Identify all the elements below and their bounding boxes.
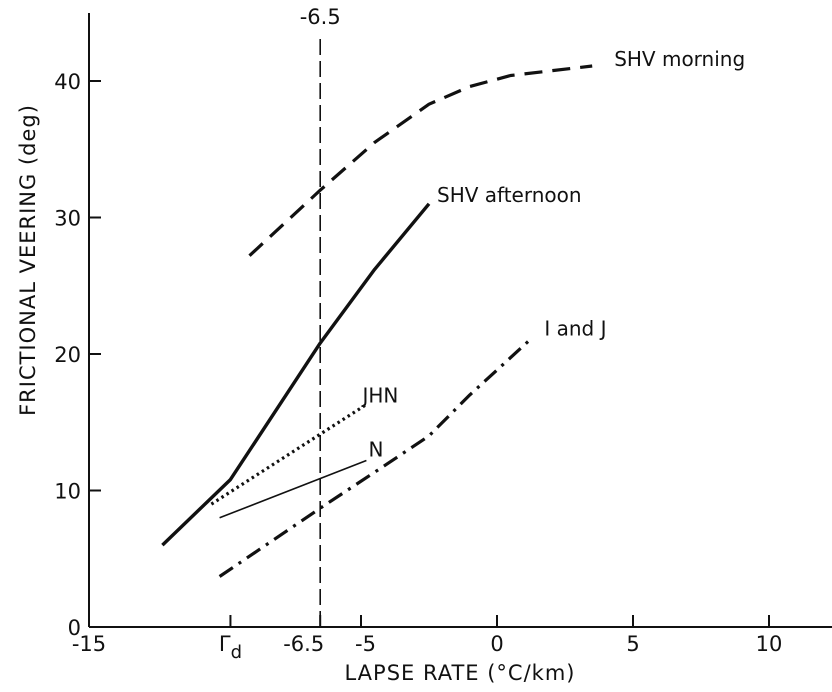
x-tick-label: Γd	[219, 632, 242, 663]
y-tick-label: 0	[68, 616, 81, 640]
series-label-i-and-j: I and J	[544, 317, 606, 341]
ticks: -15 Γd -6.5 -5 0 5 10 0 10 20 30 40	[54, 70, 782, 663]
y-tick-label: 20	[54, 343, 81, 367]
y-tick-label: 30	[54, 207, 81, 231]
series-line-shv-morning	[248, 64, 593, 257]
y-tick-label: 10	[54, 480, 81, 504]
series-line-jhn	[210, 403, 368, 506]
x-tick-label: -5	[355, 632, 376, 656]
x-tick-label: -6.5	[283, 632, 324, 656]
series-labels: SHV morning SHV afternoon JHN N I and J	[360, 47, 745, 461]
y-tick-label: 40	[54, 70, 81, 94]
x-tick-label: 5	[626, 632, 639, 656]
series-line-shv-afternoon	[161, 202, 431, 547]
x-tick-label: -15	[72, 632, 106, 656]
series-line-n	[219, 459, 367, 519]
reference-line-label: -6.5	[300, 5, 341, 29]
series-group	[161, 64, 593, 578]
series-line-i-and-j	[218, 336, 534, 578]
x-axis-label: LAPSE RATE (°C/km)	[345, 661, 576, 685]
y-axis-label: FRICTIONAL VEERING (deg)	[16, 104, 40, 416]
series-label-shv-afternoon: SHV afternoon	[437, 183, 582, 207]
series-label-n: N	[368, 437, 383, 461]
series-label-jhn: JHN	[360, 384, 398, 408]
axes	[88, 13, 832, 628]
x-tick-label: 10	[756, 632, 783, 656]
series-label-shv-morning: SHV morning	[614, 47, 745, 71]
reference-line-group: -6.5	[300, 5, 341, 627]
x-tick-label: 0	[490, 632, 503, 656]
